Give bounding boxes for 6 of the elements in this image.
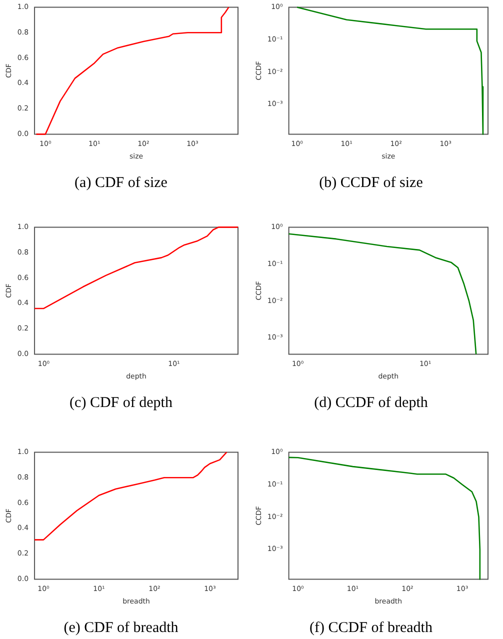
text: (f) CCDF of breadth [310,620,433,636]
text: (c) CDF of depth [70,394,173,411]
text: (d) CCDF of depth [314,394,428,411]
text: (a) CDF of size [74,174,168,191]
text: (e) CDF of breadth [64,620,179,636]
text: (b) CCDF of size [319,174,424,191]
